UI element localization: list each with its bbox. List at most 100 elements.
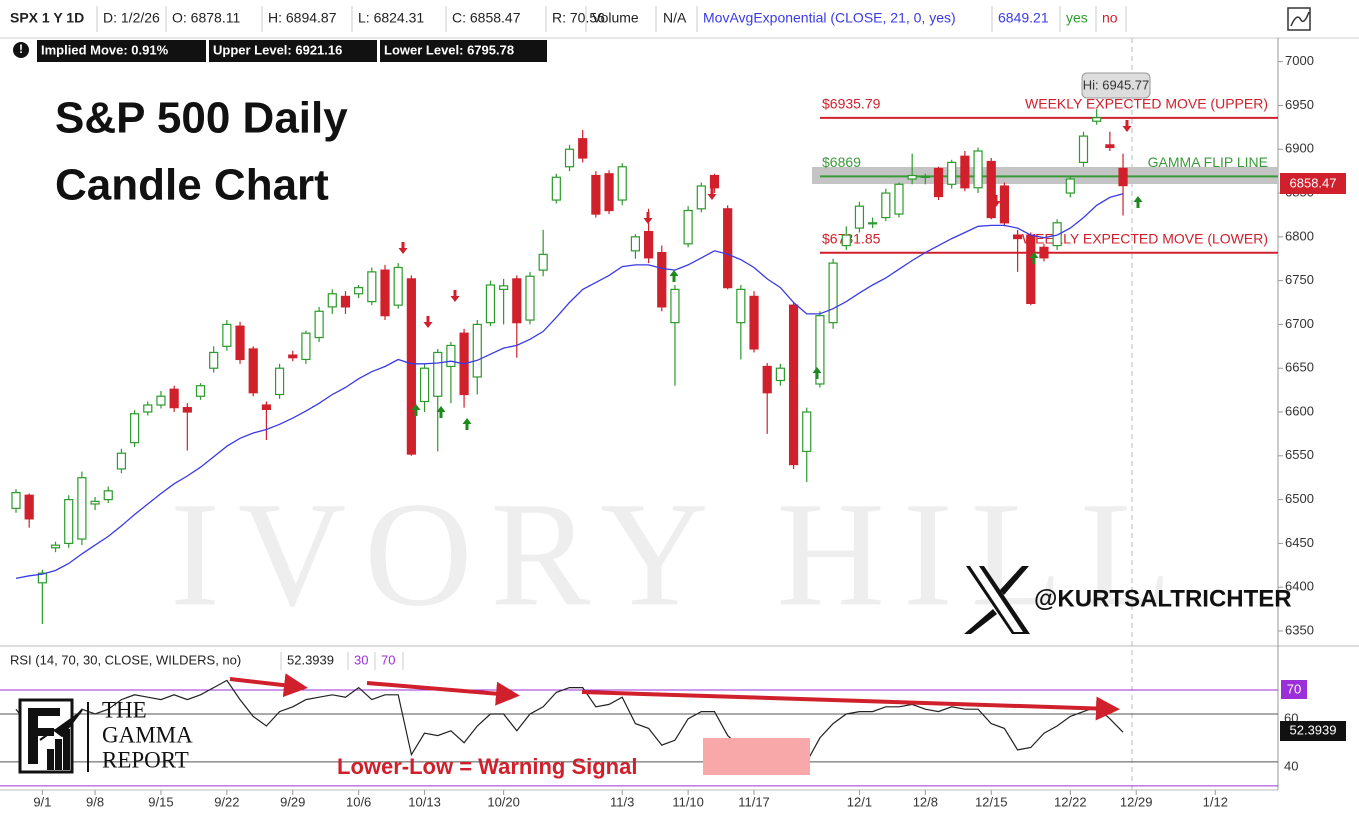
rsi-value: 52.3939 (287, 652, 334, 667)
candle-body (788, 304, 799, 466)
header-low: L: 6824.31 (358, 10, 424, 26)
level-price: $6869 (822, 154, 861, 170)
candle-body (578, 138, 588, 159)
level-price: $6781.85 (822, 230, 881, 246)
candle-body (657, 251, 667, 308)
volume-label: Volume (592, 10, 639, 26)
candle-body (248, 348, 258, 394)
sell-arrow (423, 316, 433, 328)
header-high: H: 6894.87 (268, 10, 337, 26)
x-tick-label: 1/12 (1203, 794, 1228, 809)
candle-body (340, 295, 351, 308)
x-tick-label: 9/15 (148, 794, 173, 809)
y-tick-label: 6800 (1285, 228, 1314, 243)
candle-body (894, 183, 904, 215)
level-name: WEEKLY EXPECTED MOVE (LOWER) (1022, 230, 1268, 246)
candle-body (828, 262, 838, 324)
y-tick-label: 6500 (1285, 491, 1314, 506)
candle-body (195, 385, 206, 397)
implied-move-badge: ! Implied Move: 0.91% Upper Level: 6921.… (13, 40, 547, 62)
level-name: GAMMA FLIP LINE (1148, 154, 1268, 170)
y-tick-label: 6350 (1285, 622, 1314, 637)
settings-icon[interactable] (1287, 7, 1311, 31)
rsi-tick-label: 40 (1284, 758, 1298, 773)
candle-body (367, 271, 377, 303)
candle-body (222, 323, 232, 347)
buy-arrow (1029, 252, 1039, 264)
candle-body (156, 395, 166, 406)
last-close-box (1280, 173, 1346, 194)
sell-arrow (991, 195, 1001, 207)
overbought-label: 70 (1287, 681, 1301, 696)
candle-body (973, 150, 983, 189)
x-tick-label: 10/6 (346, 794, 371, 809)
sell-arrow (450, 290, 460, 302)
candle-body (986, 160, 996, 219)
candle-body (24, 494, 34, 520)
x-tick-label: 12/1 (847, 794, 872, 809)
y-tick-label: 6950 (1285, 97, 1314, 112)
candle-body (999, 185, 1010, 224)
y-tick-label: 7000 (1285, 53, 1314, 68)
info-icon (13, 42, 29, 58)
rsi-title: RSI (14, 70, 30, CLOSE, WILDERS, no) (10, 652, 241, 667)
rsi-oversold: 30 (354, 652, 368, 667)
buy-arrow (436, 406, 446, 418)
candle-body (683, 209, 693, 245)
rsi-header-separators (280, 652, 404, 670)
candle-body (881, 192, 891, 219)
candle-body (736, 288, 746, 324)
candle-body (314, 310, 324, 339)
level-name: WEEKLY EXPECTED MOVE (UPPER) (1025, 96, 1268, 112)
candle-body (525, 275, 535, 321)
logo-text: THE (102, 697, 147, 722)
candle-body (116, 452, 127, 470)
candle-body (274, 367, 285, 396)
candle-body (1039, 246, 1049, 259)
candle-body (907, 174, 917, 180)
chart-title: Candle Chart (55, 161, 329, 210)
candle-body (37, 572, 47, 584)
candle-body (182, 407, 192, 413)
candle-body (696, 185, 706, 210)
x-tick-label: 9/22 (214, 794, 239, 809)
header-open: O: 6878.11 (172, 10, 240, 26)
x-tick-label: 9/1 (33, 794, 51, 809)
x-tick-label: 12/29 (1120, 794, 1153, 809)
ema-legend: MovAvgExponential (CLOSE, 21, 0, yes) (703, 10, 956, 26)
candle-body (406, 278, 416, 455)
candle-body (1092, 117, 1102, 122)
y-tick-label: 6650 (1285, 360, 1314, 375)
candle-body (802, 411, 812, 453)
candle-body (301, 332, 311, 361)
x-tick-label: 11/3 (610, 794, 634, 809)
rsi-note: Lower-Low = Warning Signal (337, 754, 637, 779)
candle-body (947, 161, 957, 185)
ema-value: 6849.21 (998, 10, 1049, 26)
high-callout: Hi: 6945.77 (1083, 77, 1150, 92)
candle-body (393, 266, 403, 306)
x-tick-label: 10/20 (487, 794, 520, 809)
badge-text: Lower Level: 6795.78 (384, 42, 514, 57)
candle-body (960, 155, 970, 189)
buy-arrow (812, 367, 822, 379)
candle-body (1118, 167, 1128, 187)
rsi-last-label: 52.3939 (1290, 722, 1337, 737)
candle-body (446, 344, 456, 368)
candle-body (762, 365, 772, 394)
header-separators (96, 6, 1127, 32)
candle-body (933, 167, 944, 198)
candle-body (670, 288, 680, 324)
candle-body (538, 253, 548, 271)
logo-text: REPORT (102, 747, 189, 772)
candle-body (920, 175, 930, 178)
candle-body (564, 148, 575, 168)
candle-body (617, 166, 627, 201)
candle-body (512, 278, 522, 324)
y-tick-label: 6450 (1285, 535, 1314, 550)
candle-body (261, 404, 271, 410)
ema-no: no (1102, 10, 1118, 26)
warning-zone (703, 738, 810, 775)
x-tick-label: 11/10 (672, 794, 704, 809)
